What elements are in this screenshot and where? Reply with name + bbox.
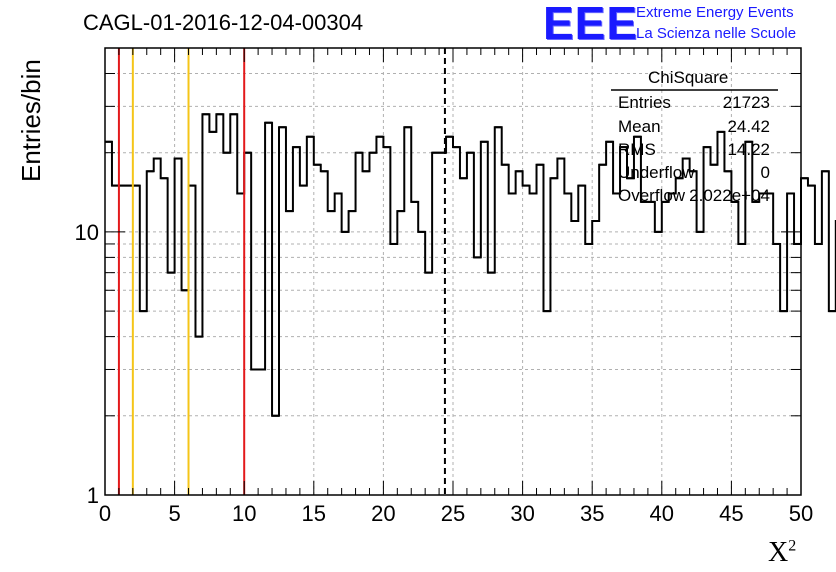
histogram-outline (105, 113, 836, 417)
stat-value-mean: 24.42 (727, 117, 770, 136)
chart-title: CAGL-01-2016-12-04-00304 (83, 10, 364, 35)
tick-labels: 0 5 10 15 20 25 30 35 40 45 50 1 10 (75, 220, 814, 526)
x-axis-label: X2 (768, 537, 796, 569)
x-tick-label: 0 (99, 501, 111, 526)
stat-value-entries: 21723 (722, 93, 770, 112)
x-tick-label: 5 (168, 501, 180, 526)
stat-value-rms: 14.22 (727, 140, 770, 159)
x-tick-label: 50 (789, 501, 813, 526)
x-tick-label: 30 (510, 501, 534, 526)
logo-line-1: Extreme Energy Events (636, 4, 794, 21)
x-tick-label: 20 (371, 501, 395, 526)
stat-value-overflow: 2.022e+04 (689, 186, 770, 205)
logo-line-2: La Scienza nelle Scuole (636, 25, 797, 42)
axes (104, 47, 802, 496)
stat-name-underflow: Underflow (618, 163, 695, 182)
y-axis-label: Entries/bin (0, 0, 46, 182)
x-tick-label: 35 (580, 501, 604, 526)
x-axis-label-exponent: 2 (788, 537, 797, 555)
y-axis-label-text: Entries/bin (16, 59, 46, 182)
x-axis-label-base: X (768, 537, 789, 568)
x-tick-label: 15 (302, 501, 326, 526)
x-tick-label: 45 (719, 501, 743, 526)
y-tick-label: 1 (87, 483, 99, 508)
eee-logo: EEE (543, 0, 639, 49)
x-tick-label: 10 (232, 501, 256, 526)
stats-title: ChiSquare (648, 68, 729, 87)
stat-name-entries: Entries (618, 93, 671, 112)
y-tick-label: 10 (75, 220, 99, 245)
stat-name-rms: RMS (618, 140, 656, 159)
stat-name-mean: Mean (618, 117, 661, 136)
histogram-bins (105, 113, 836, 417)
reference-lines (117, 48, 446, 495)
x-tick-label: 40 (650, 501, 674, 526)
grid (105, 48, 801, 495)
stat-name-overflow: Overflow (618, 186, 686, 205)
x-tick-label: 25 (441, 501, 465, 526)
stat-value-underflow: 0 (760, 163, 770, 182)
